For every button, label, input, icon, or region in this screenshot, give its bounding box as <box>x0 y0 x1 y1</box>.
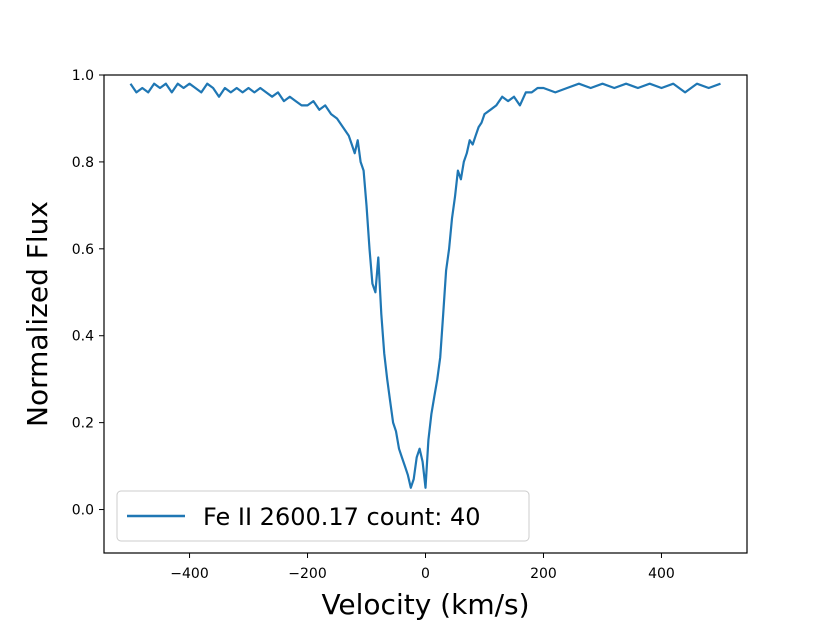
x-tick-label: 200 <box>530 566 557 582</box>
y-tick-label: 0.4 <box>72 329 94 345</box>
y-tick-label: 0.0 <box>72 503 94 519</box>
legend: Fe II 2600.17 count: 40 <box>116 490 530 542</box>
x-tick-label: −400 <box>170 566 208 582</box>
y-tick-label: 1.0 <box>72 68 94 84</box>
x-tick-label: 0 <box>421 566 430 582</box>
y-tick-label: 0.6 <box>72 242 94 258</box>
x-tick-label: 400 <box>648 566 675 582</box>
y-tick-label: 0.8 <box>72 155 94 171</box>
x-tick-label: −200 <box>288 566 326 582</box>
legend-box <box>116 490 530 542</box>
legend-label: Fe II 2600.17 count: 40 <box>203 503 481 531</box>
x-axis-title: Velocity (km/s) <box>321 588 529 621</box>
y-axis-title: Normalized Flux <box>21 201 54 427</box>
series-line-0 <box>129 82 721 489</box>
y-tick-label: 0.2 <box>72 416 94 432</box>
